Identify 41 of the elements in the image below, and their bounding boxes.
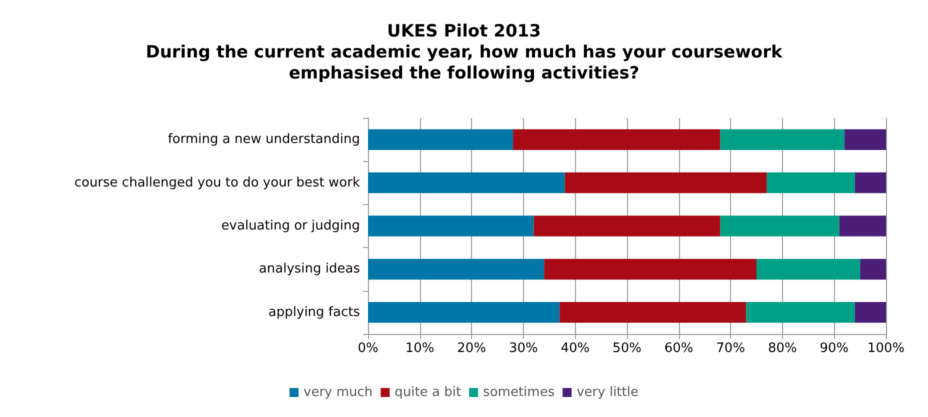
x-tick-label: 80%: [768, 341, 797, 356]
bar: [766, 172, 855, 194]
x-tick-label: 70%: [716, 341, 746, 356]
bar: [720, 216, 840, 236]
bar: [368, 302, 560, 323]
x-tick-label: 0%: [358, 341, 378, 356]
bar: [544, 258, 756, 280]
x-tick-label: 20%: [457, 341, 486, 356]
x-tick-label: 10%: [405, 341, 434, 356]
legend-label: sometimes: [483, 385, 555, 400]
y-tick-label: evaluating or judging: [221, 218, 360, 234]
bar: [839, 216, 886, 236]
bar: [368, 129, 514, 150]
x-tick-label: 50%: [612, 341, 642, 356]
bar: [854, 302, 886, 323]
legend-label: very much: [304, 385, 373, 400]
bar: [854, 172, 886, 194]
bar: [564, 172, 767, 194]
x-tick-label: 30%: [508, 341, 538, 356]
bar: [756, 258, 860, 280]
bar: [368, 172, 565, 194]
bar: [368, 216, 534, 236]
x-tick-label: 90%: [820, 341, 849, 356]
bar: [860, 258, 886, 280]
y-tick-label: forming a new understanding: [168, 132, 360, 148]
bar: [560, 302, 746, 323]
legend-label: quite a bit: [394, 385, 462, 400]
bar: [368, 258, 544, 280]
y-tick-label: course challenged you to do your best work: [74, 175, 360, 190]
legend-label: very little: [576, 385, 638, 400]
x-tick-label: 60%: [664, 341, 694, 356]
x-tick-label: 40%: [560, 341, 590, 356]
chart-title: UKES Pilot 2013 During the current academic year, how much has your coursework emphasised the following activities?: [146, 22, 783, 84]
y-tick-label: analysing ideas: [258, 262, 360, 277]
y-tick-label: applying facts: [268, 304, 360, 320]
bar: [844, 129, 886, 150]
bar: [746, 302, 855, 323]
bar: [720, 129, 845, 150]
x-tick-label: 100%: [867, 341, 905, 356]
bar: [513, 129, 720, 150]
bar: [534, 216, 720, 236]
